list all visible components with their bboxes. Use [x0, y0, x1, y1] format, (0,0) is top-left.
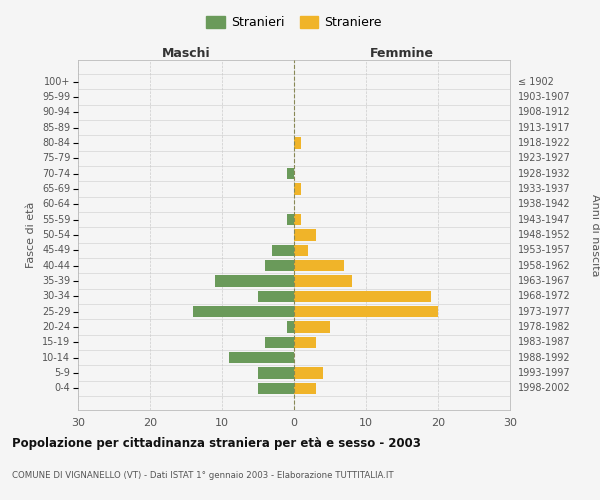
Bar: [265, 336, 294, 348]
Bar: [193, 306, 294, 318]
Bar: [287, 322, 294, 333]
Bar: [258, 382, 294, 394]
Bar: [258, 290, 294, 302]
Bar: [294, 322, 330, 333]
Bar: [265, 260, 294, 272]
Bar: [294, 183, 301, 194]
Y-axis label: Fasce di età: Fasce di età: [26, 202, 37, 268]
Text: Maschi: Maschi: [161, 47, 211, 60]
Bar: [258, 368, 294, 379]
Bar: [294, 290, 431, 302]
Bar: [294, 260, 344, 272]
Bar: [294, 368, 323, 379]
Bar: [294, 244, 308, 256]
Bar: [294, 137, 301, 148]
Bar: [229, 352, 294, 364]
Text: Popolazione per cittadinanza straniera per età e sesso - 2003: Popolazione per cittadinanza straniera p…: [12, 437, 421, 450]
Bar: [294, 336, 316, 348]
Bar: [294, 276, 352, 287]
Bar: [294, 229, 316, 241]
Bar: [287, 214, 294, 226]
Legend: Stranieri, Straniere: Stranieri, Straniere: [201, 11, 387, 34]
Bar: [215, 276, 294, 287]
Y-axis label: Anni di nascita: Anni di nascita: [590, 194, 600, 276]
Bar: [294, 306, 438, 318]
Bar: [294, 214, 301, 226]
Text: Femmine: Femmine: [370, 47, 434, 60]
Bar: [272, 244, 294, 256]
Bar: [294, 382, 316, 394]
Bar: [287, 168, 294, 179]
Text: COMUNE DI VIGNANELLO (VT) - Dati ISTAT 1° gennaio 2003 - Elaborazione TUTTITALIA: COMUNE DI VIGNANELLO (VT) - Dati ISTAT 1…: [12, 471, 394, 480]
